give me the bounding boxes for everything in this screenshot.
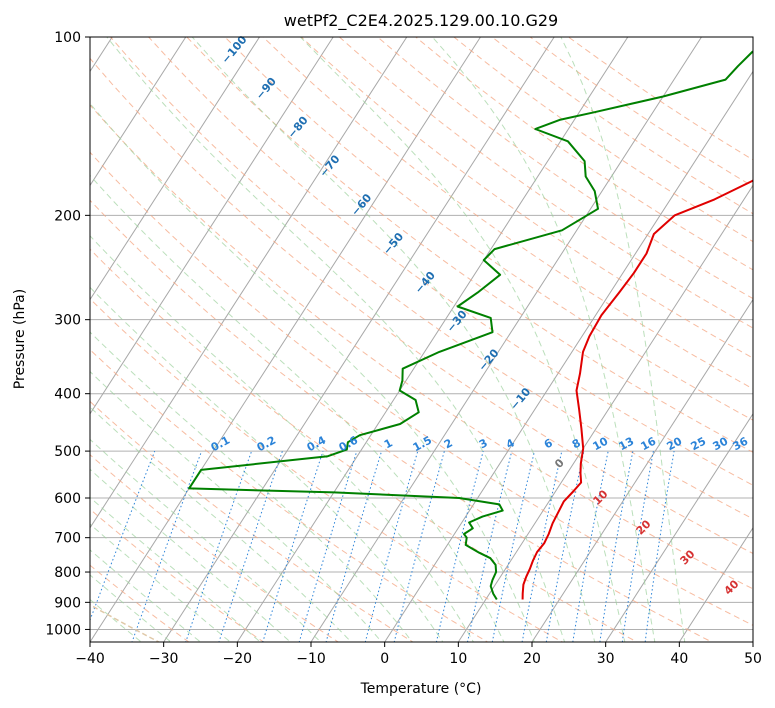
mixing-ratio-label: 16 — [639, 434, 659, 453]
dry-adiabat — [90, 298, 564, 642]
y-tick-label: 100 — [54, 30, 81, 46]
mixing-ratio-line — [572, 450, 609, 642]
dry-adiabat — [224, 37, 753, 421]
dry-adiabat — [90, 564, 190, 642]
mixing-ratio-line — [364, 450, 419, 642]
plot-frame — [89, 36, 754, 643]
moist-adiabat — [90, 496, 261, 642]
dry-adiabat — [376, 37, 753, 300]
mixing-ratio-line — [621, 451, 654, 642]
dry-adiabat — [109, 37, 753, 520]
mixing-ratio-line — [218, 450, 283, 642]
isotherm — [236, 37, 629, 642]
dry-adiabat — [90, 151, 753, 626]
y-tick-label: 800 — [54, 565, 81, 581]
mixing-ratio-line — [521, 450, 563, 642]
y-axis-label: Pressure (hPa) — [12, 289, 28, 389]
y-tick-label: 400 — [54, 387, 81, 403]
isotherm — [90, 37, 334, 415]
x-tick-label: −40 — [75, 651, 105, 667]
moist-adiabat — [300, 37, 626, 642]
moist-adiabat — [90, 406, 352, 642]
moist-adiabat — [560, 37, 686, 642]
mixing-ratio-label: 10 — [591, 434, 611, 453]
isotherm — [531, 298, 753, 642]
y-tick-label: 900 — [54, 595, 81, 611]
chart-title: wetPf2_C2E4.2025.129.00.10.G29 — [284, 11, 558, 31]
mixing-ratio-line — [393, 450, 445, 642]
isotherm — [605, 412, 753, 642]
mixing-ratio-label: 30 — [711, 434, 731, 453]
mixing-ratio-line — [325, 450, 383, 642]
isotherm — [90, 37, 408, 529]
mixing-ratio-line — [298, 450, 358, 642]
dry-adiabat — [90, 508, 265, 642]
mixing-ratio-label: 25 — [689, 435, 709, 454]
moist-adiabat — [191, 37, 596, 642]
y-tick-label: 700 — [54, 531, 81, 547]
moist-adiabat — [432, 37, 656, 642]
x-tick-label: 0 — [380, 651, 389, 667]
dewpoint-line — [188, 50, 753, 601]
isotherm — [678, 526, 753, 642]
moist-adiabat — [90, 235, 474, 642]
y-tick-label: 200 — [54, 208, 81, 224]
mixing-ratio-label: 36 — [731, 434, 751, 453]
x-tick-label: 20 — [523, 651, 541, 667]
reference-curve — [90, 603, 161, 642]
y-tick-label: 600 — [54, 491, 81, 507]
moist-adiabat — [90, 331, 413, 642]
series-layer — [188, 50, 753, 601]
isotherm — [163, 37, 555, 642]
dry-adiabat — [90, 104, 753, 590]
mixing-ratio-line — [545, 450, 585, 642]
isotherm — [90, 37, 481, 642]
mixing-ratio-line — [644, 451, 675, 642]
y-tick-label: 1000 — [45, 622, 81, 638]
x-axis-label: Temperature (°C) — [360, 681, 482, 697]
mixing-ratio-line — [185, 450, 253, 642]
dry-adiabat — [90, 348, 489, 642]
mixing-ratio-line — [491, 450, 535, 642]
isotherm — [90, 37, 260, 301]
dry-adiabat — [90, 454, 340, 642]
moist-adiabat — [90, 468, 292, 642]
mixing-ratio-line — [599, 451, 634, 642]
dry-adiabat — [90, 57, 753, 555]
x-tick-label: −10 — [296, 651, 326, 667]
moist-adiabat — [90, 370, 383, 642]
x-tick-label: 10 — [449, 651, 467, 667]
moist-adiabat — [90, 438, 322, 642]
dry-adiabat — [90, 400, 414, 642]
dry-adiabat — [338, 37, 753, 329]
x-tick-label: 40 — [670, 651, 688, 667]
dry-adiabat — [262, 37, 753, 390]
axis-ticks: −40 −30 −20 −10 0 10 20 30 40 50 100 200 300 400 500 60… — [45, 30, 762, 667]
x-tick-label: −20 — [223, 651, 253, 667]
x-tick-label: 50 — [744, 651, 762, 667]
moist-adiabat — [90, 174, 505, 642]
isotherm — [384, 70, 753, 642]
moist-adiabat — [90, 286, 444, 642]
x-tick-label: 30 — [597, 651, 615, 667]
dry-adiabat — [90, 199, 713, 642]
y-tick-label: 500 — [54, 444, 81, 460]
temperature-line — [521, 179, 753, 600]
mixing-ratio-label: 20 — [665, 434, 685, 453]
isotherm — [457, 184, 753, 642]
isotherm — [90, 37, 187, 187]
mixing-ratio-line — [435, 450, 484, 642]
mixing-ratio-line — [466, 450, 513, 642]
background-lines — [90, 37, 753, 642]
x-tick-label: −30 — [149, 651, 179, 667]
mixing-ratio-label: 13 — [617, 435, 637, 454]
moist-adiabat — [90, 523, 231, 642]
y-tick-label: 300 — [54, 313, 81, 329]
moist-adiabat — [106, 37, 566, 642]
